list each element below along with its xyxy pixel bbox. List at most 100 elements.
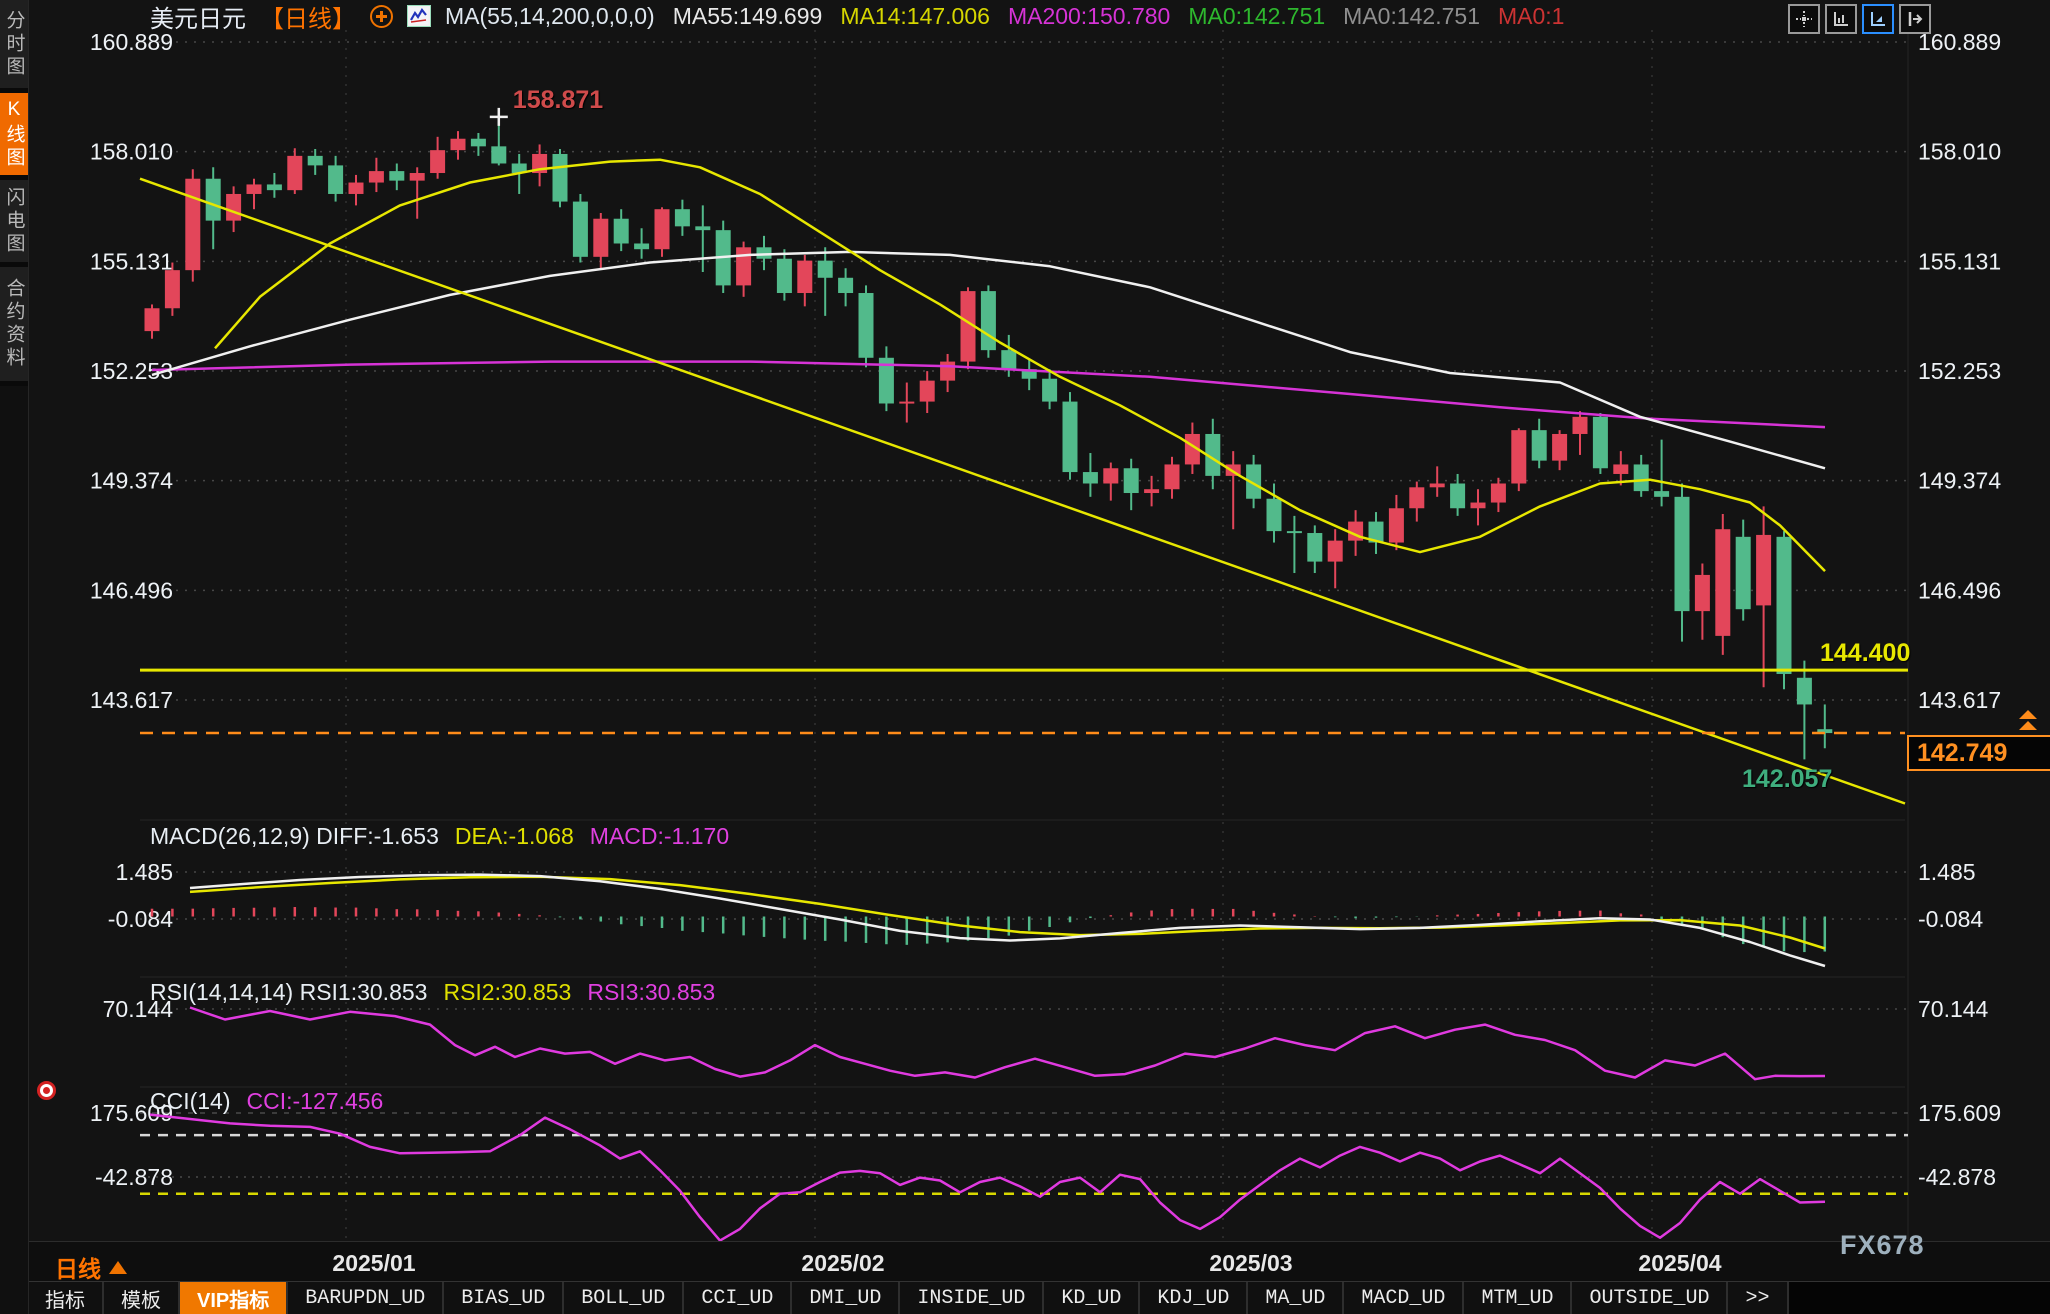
ma-legend: MA(55,14,200,0,0,0) MA55:149.699 MA14:147.… [445, 3, 1564, 30]
candle-body [736, 247, 752, 286]
rsi-legend-item-0: RSI(14,14,14) RSI1:30.853 [150, 979, 428, 1005]
month-label-1: 2025/02 [801, 1250, 885, 1276]
candle-body [1613, 464, 1629, 474]
candle-body [164, 270, 180, 309]
candle-body [1307, 533, 1323, 562]
candle-body [1633, 464, 1649, 492]
price-axis-label-right: 152.253 [1918, 358, 2001, 384]
candle-body [1694, 574, 1710, 612]
candle-body [980, 291, 996, 351]
bottom-tab--[interactable]: 模板 [104, 1282, 180, 1314]
candle-body [409, 173, 425, 181]
rsi-axis-label-right: 70.144 [1918, 996, 1989, 1022]
candle-body [307, 155, 323, 166]
bottom-tab-cci_ud[interactable]: CCI_UD [684, 1282, 793, 1314]
y-axis-left-icon[interactable] [1825, 4, 1857, 34]
crosshair-icon[interactable] [1788, 4, 1820, 34]
collapse-right-icon[interactable] [1899, 4, 1931, 34]
candle-body [205, 178, 221, 221]
price-axis-label-right: 155.131 [1918, 248, 2001, 274]
macd-axis-label-left: 1.485 [115, 859, 173, 885]
candle-body [1776, 536, 1792, 674]
bottom-tab-dmi_ud[interactable]: DMI_UD [792, 1282, 901, 1314]
candle-body [1368, 521, 1384, 543]
ma-legend-item-4: MA0:142.751 [1188, 2, 1326, 29]
candle-body [1103, 468, 1119, 484]
candle-body [1144, 489, 1160, 494]
candle-body [1286, 531, 1302, 534]
candle-body [797, 260, 813, 294]
candle-body [1429, 483, 1445, 488]
cci-axis-label-left: -42.878 [95, 1164, 173, 1190]
candle-body [634, 243, 650, 250]
candle-body [1511, 430, 1527, 484]
sidebar-item-1[interactable]: K线图 [0, 93, 28, 180]
candle-body [1001, 350, 1017, 370]
cci-legend-item-1: CCI:-127.456 [246, 1088, 384, 1114]
ma-legend-item-2: MA14:147.006 [840, 2, 990, 29]
candle-body [776, 258, 792, 294]
trendline[interactable] [139, 177, 1906, 805]
y-axis-right-icon[interactable] [1862, 4, 1894, 34]
macd-dea-line [189, 875, 1826, 950]
ma-legend-item-0: MA(55,14,200,0,0,0) [445, 2, 655, 29]
bottom-tab-ma_ud[interactable]: MA_UD [1248, 1282, 1345, 1314]
candle-body [226, 193, 242, 221]
record-target-icon [37, 1081, 56, 1100]
bottom-tab-mtm_ud[interactable]: MTM_UD [1464, 1282, 1573, 1314]
indicator-tabbar: 指标 模板 VIP指标 BARUPDN_UD BIAS_UD BOLL_UD CCI_UD D… [28, 1281, 2050, 1314]
macd-axis-label-left: -0.084 [108, 906, 173, 932]
bottom-tab-kdj_ud[interactable]: KDJ_UD [1140, 1282, 1249, 1314]
period-selector[interactable]: 日线 [55, 1250, 127, 1284]
price-axis-label-left: 143.617 [90, 687, 173, 713]
bottom-tab-outside_ud[interactable]: OUTSIDE_UD [1572, 1282, 1729, 1314]
candle-body [919, 380, 935, 402]
candle-body [144, 308, 160, 332]
candle-body [1021, 369, 1037, 379]
bottom-tab--[interactable]: >> [1728, 1282, 1789, 1314]
candle-body [1470, 502, 1486, 509]
candle-body [899, 401, 915, 404]
bottom-tab-bias_ud[interactable]: BIAS_UD [444, 1282, 565, 1314]
macd-diff-line [189, 873, 1826, 968]
candle-body [756, 247, 772, 259]
bottom-tab-boll_ud[interactable]: BOLL_UD [564, 1282, 685, 1314]
bottom-tab--[interactable]: 指标 [28, 1282, 104, 1314]
cci-line [149, 1113, 1826, 1242]
ma14-line [214, 158, 1826, 572]
candle-body [1062, 401, 1078, 473]
candle-body [1817, 729, 1833, 734]
bottom-tab-inside_ud[interactable]: INSIDE_UD [900, 1282, 1045, 1314]
candle-body [389, 171, 405, 181]
sidebar-item-3[interactable]: 合约资料 [0, 267, 28, 386]
bottom-tab-macd_ud[interactable]: MACD_UD [1344, 1282, 1465, 1314]
candle-body [1531, 430, 1547, 461]
candle-body [450, 138, 466, 151]
candle-body [1715, 529, 1731, 636]
sidebar-item-0[interactable]: 分时图 [0, 0, 28, 93]
candle-body [1552, 433, 1568, 461]
rsi-legend: RSI(14,14,14) RSI1:30.853 RSI2:30.853 RSI3… [150, 979, 715, 1006]
price-axis-label-right: 158.010 [1918, 139, 2001, 165]
sidebar-item-2[interactable]: 闪电图 [0, 180, 28, 267]
candle-body [1205, 433, 1221, 476]
month-label-2: 2025/03 [1209, 1250, 1293, 1276]
candle-body [348, 182, 364, 194]
bottom-tab-barupdn_ud[interactable]: BARUPDN_UD [288, 1282, 445, 1314]
month-label-0: 2025/01 [332, 1250, 416, 1276]
candle-body [368, 171, 384, 183]
bottom-tab-kd_ud[interactable]: KD_UD [1044, 1282, 1141, 1314]
macd-legend-item-2: MACD:-1.170 [589, 823, 730, 849]
add-indicator-icon[interactable] [370, 4, 393, 28]
price-axis-label-left: 149.374 [90, 468, 173, 494]
price-axis-label-right: 143.617 [1918, 687, 2001, 713]
bottom-tab-vip-[interactable]: VIP指标 [180, 1282, 289, 1314]
candle-body [1572, 416, 1588, 434]
candle-body [1082, 472, 1098, 484]
candle-body [858, 293, 874, 358]
chart-type-icon[interactable] [407, 5, 431, 27]
candle-body [1592, 416, 1608, 469]
cci-axis-label-right: 175.609 [1918, 1100, 2001, 1126]
